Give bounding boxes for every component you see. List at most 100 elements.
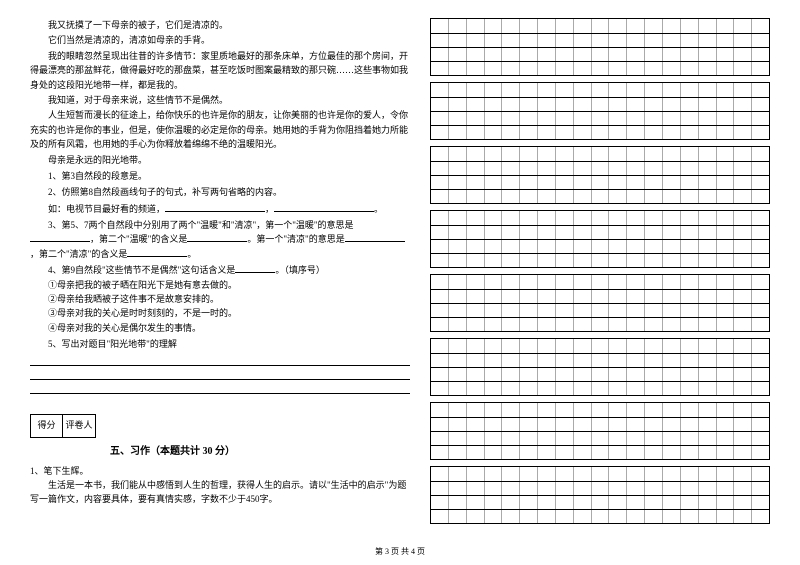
grid-cell[interactable] xyxy=(681,98,699,111)
grid-cell[interactable] xyxy=(663,339,681,353)
grid-cell[interactable] xyxy=(556,496,574,509)
grid-cell[interactable] xyxy=(467,162,485,175)
grid-cell[interactable] xyxy=(645,211,663,225)
grid-cell[interactable] xyxy=(556,418,574,431)
grid-cell[interactable] xyxy=(609,368,627,381)
grid-cell[interactable] xyxy=(467,382,485,395)
grid-cell[interactable] xyxy=(502,62,520,75)
grid-cell[interactable] xyxy=(752,304,769,317)
grid-cell[interactable] xyxy=(574,34,592,47)
grid-cell[interactable] xyxy=(449,190,467,203)
grid-cell[interactable] xyxy=(485,275,503,289)
grid-cell[interactable] xyxy=(645,432,663,445)
grid-cell[interactable] xyxy=(574,19,592,33)
grid-cell[interactable] xyxy=(752,34,769,47)
grid-cell[interactable] xyxy=(592,240,610,253)
grid-cell[interactable] xyxy=(627,226,645,239)
grid-cell[interactable] xyxy=(627,126,645,139)
grid-cell[interactable] xyxy=(627,368,645,381)
grid-cell[interactable] xyxy=(663,126,681,139)
grid-cell[interactable] xyxy=(449,275,467,289)
grid-cell[interactable] xyxy=(627,510,645,523)
grid-cell[interactable] xyxy=(592,318,610,331)
grid-cell[interactable] xyxy=(627,382,645,395)
grid-cell[interactable] xyxy=(681,382,699,395)
grid-cell[interactable] xyxy=(556,126,574,139)
grid-cell[interactable] xyxy=(734,19,752,33)
grid-cell[interactable] xyxy=(467,403,485,417)
grid-cell[interactable] xyxy=(752,211,769,225)
grid-cell[interactable] xyxy=(485,176,503,189)
grid-cell[interactable] xyxy=(520,418,538,431)
grid-cell[interactable] xyxy=(502,240,520,253)
grid-cell[interactable] xyxy=(431,190,449,203)
grid-cell[interactable] xyxy=(663,432,681,445)
grid-cell[interactable] xyxy=(502,318,520,331)
grid-cell[interactable] xyxy=(752,19,769,33)
grid-cell[interactable] xyxy=(663,446,681,459)
grid-cell[interactable] xyxy=(592,467,610,481)
grid-cell[interactable] xyxy=(538,190,556,203)
grid-cell[interactable] xyxy=(449,211,467,225)
grid-cell[interactable] xyxy=(520,211,538,225)
grid-cell[interactable] xyxy=(609,98,627,111)
grid-cell[interactable] xyxy=(734,275,752,289)
grid-cell[interactable] xyxy=(556,467,574,481)
grid-cell[interactable] xyxy=(556,403,574,417)
grid-cell[interactable] xyxy=(574,290,592,303)
grid-cell[interactable] xyxy=(592,62,610,75)
grid-cell[interactable] xyxy=(592,126,610,139)
grid-cell[interactable] xyxy=(609,339,627,353)
grid-cell[interactable] xyxy=(681,339,699,353)
grid-cell[interactable] xyxy=(717,275,735,289)
grid-cell[interactable] xyxy=(520,354,538,367)
grid-cell[interactable] xyxy=(699,446,717,459)
grid-cell[interactable] xyxy=(502,226,520,239)
grid-cell[interactable] xyxy=(520,98,538,111)
grid-cell[interactable] xyxy=(752,190,769,203)
grid-cell[interactable] xyxy=(520,318,538,331)
grid-cell[interactable] xyxy=(645,354,663,367)
grid-cell[interactable] xyxy=(699,98,717,111)
grid-cell[interactable] xyxy=(538,467,556,481)
grid-cell[interactable] xyxy=(592,98,610,111)
grid-cell[interactable] xyxy=(609,147,627,161)
grid-cell[interactable] xyxy=(627,318,645,331)
grid-cell[interactable] xyxy=(627,418,645,431)
grid-cell[interactable] xyxy=(538,48,556,61)
grid-cell[interactable] xyxy=(431,19,449,33)
grid-cell[interactable] xyxy=(699,83,717,97)
grid-cell[interactable] xyxy=(734,240,752,253)
grid-cell[interactable] xyxy=(645,62,663,75)
grid-cell[interactable] xyxy=(556,112,574,125)
grid-cell[interactable] xyxy=(627,482,645,495)
grid-cell[interactable] xyxy=(699,304,717,317)
grid-cell[interactable] xyxy=(752,339,769,353)
grid-cell[interactable] xyxy=(538,240,556,253)
grid-cell[interactable] xyxy=(717,339,735,353)
grid-cell[interactable] xyxy=(502,418,520,431)
grid-cell[interactable] xyxy=(699,382,717,395)
grid-cell[interactable] xyxy=(734,496,752,509)
grid-cell[interactable] xyxy=(502,112,520,125)
grid-cell[interactable] xyxy=(449,290,467,303)
grid-cell[interactable] xyxy=(681,190,699,203)
grid-cell[interactable] xyxy=(681,19,699,33)
grid-cell[interactable] xyxy=(645,275,663,289)
grid-cell[interactable] xyxy=(609,418,627,431)
grid-cell[interactable] xyxy=(717,382,735,395)
grid-cell[interactable] xyxy=(627,147,645,161)
grid-cell[interactable] xyxy=(449,368,467,381)
grid-cell[interactable] xyxy=(681,83,699,97)
grid-cell[interactable] xyxy=(734,432,752,445)
grid-cell[interactable] xyxy=(717,368,735,381)
grid-cell[interactable] xyxy=(538,147,556,161)
grid-cell[interactable] xyxy=(627,304,645,317)
grid-cell[interactable] xyxy=(574,126,592,139)
grid-cell[interactable] xyxy=(663,290,681,303)
grid-cell[interactable] xyxy=(485,211,503,225)
grid-cell[interactable] xyxy=(663,98,681,111)
grid-cell[interactable] xyxy=(609,226,627,239)
grid-cell[interactable] xyxy=(752,318,769,331)
grid-cell[interactable] xyxy=(574,339,592,353)
